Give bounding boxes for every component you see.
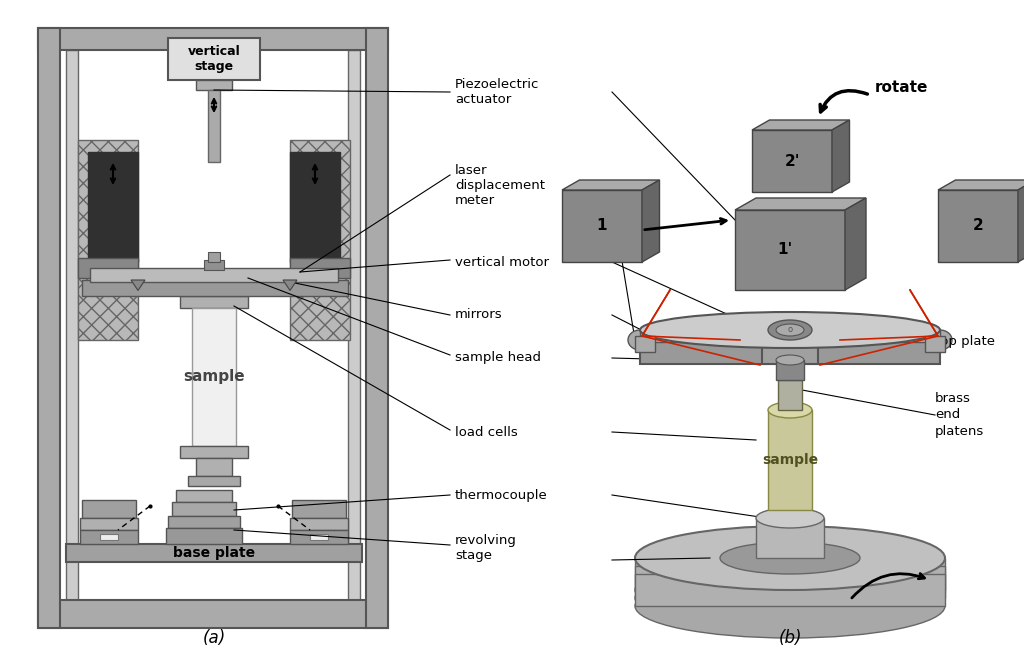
Ellipse shape [756,508,824,528]
Bar [635,558,945,590]
Polygon shape [845,198,866,290]
Text: rotate: rotate [874,81,929,95]
Text: brass
end
platens: brass end platens [935,393,984,438]
Ellipse shape [928,330,952,350]
Bar [193,308,236,446]
Bar [290,258,350,278]
Bar [366,28,388,628]
Text: sample: sample [762,453,818,467]
Bar [196,80,232,90]
Ellipse shape [640,312,940,348]
Bar [770,500,810,520]
Text: vertical
stage: vertical stage [187,45,241,73]
Bar [776,360,804,380]
Ellipse shape [776,355,804,365]
Text: 2': 2' [784,155,800,169]
Bar [78,140,138,340]
Bar [292,500,346,518]
Polygon shape [938,180,1024,190]
Bar [310,534,328,540]
Ellipse shape [635,574,945,638]
Bar [78,258,138,278]
Bar [735,210,845,290]
Bar [635,574,945,606]
Bar [82,280,348,296]
Bar [38,600,388,628]
Text: o: o [787,325,793,334]
Text: (a): (a) [203,629,225,647]
Polygon shape [283,280,297,290]
Bar [290,152,340,262]
Bar [196,458,232,476]
Polygon shape [131,280,145,290]
Bar [208,90,220,162]
Bar [66,544,362,562]
Bar [290,140,350,340]
Bar [640,340,940,364]
Bar [90,268,338,282]
Bar [204,260,224,270]
Polygon shape [752,120,850,130]
Bar [38,28,60,628]
Ellipse shape [628,330,652,350]
Text: (b): (b) [778,629,802,647]
Text: Piezoelectric
actuator: Piezoelectric actuator [455,78,540,106]
Text: vertical motor: vertical motor [455,256,549,268]
Bar [100,534,118,540]
Bar [82,500,136,518]
Bar [290,518,348,530]
Text: thermocouple: thermocouple [455,488,548,502]
Bar [80,518,138,530]
Polygon shape [831,120,850,192]
Bar [168,38,260,80]
Bar [756,518,824,558]
Bar [180,296,248,308]
Text: 1: 1 [597,219,607,233]
Bar [166,528,242,544]
Bar [290,530,348,544]
Bar [38,28,388,50]
Bar [208,252,220,262]
Polygon shape [1018,180,1024,262]
Bar [938,190,1018,262]
Bar [778,380,802,410]
Bar [180,446,248,458]
Bar [762,320,818,364]
Bar [188,476,240,486]
Polygon shape [642,180,659,262]
Ellipse shape [776,324,804,336]
Text: revolving
stage: revolving stage [455,534,517,562]
Ellipse shape [768,320,812,340]
Text: laser
displacement
meter: laser displacement meter [455,163,545,206]
Bar [348,50,360,605]
Text: base plate: base plate [173,546,255,560]
Bar [768,410,812,510]
Ellipse shape [635,558,945,622]
Bar [635,336,655,352]
Ellipse shape [635,526,945,590]
Bar [176,490,232,502]
Text: 1': 1' [777,243,793,258]
Bar [562,190,642,262]
Bar [752,130,831,192]
Bar [635,566,945,598]
Bar [88,152,138,262]
Bar [640,330,940,342]
Text: sample head: sample head [455,352,541,364]
Bar [925,336,945,352]
Text: load cells: load cells [455,426,518,438]
Text: mirrors: mirrors [455,309,503,321]
Ellipse shape [635,566,945,630]
Polygon shape [735,198,866,210]
Text: sample: sample [183,368,245,383]
Bar [80,530,138,544]
Bar [168,516,240,528]
Polygon shape [562,180,659,190]
Text: top plate: top plate [935,336,995,348]
Text: 2: 2 [973,219,983,233]
Ellipse shape [768,402,812,418]
Bar [172,502,236,516]
Bar [66,50,78,605]
Ellipse shape [720,542,860,574]
